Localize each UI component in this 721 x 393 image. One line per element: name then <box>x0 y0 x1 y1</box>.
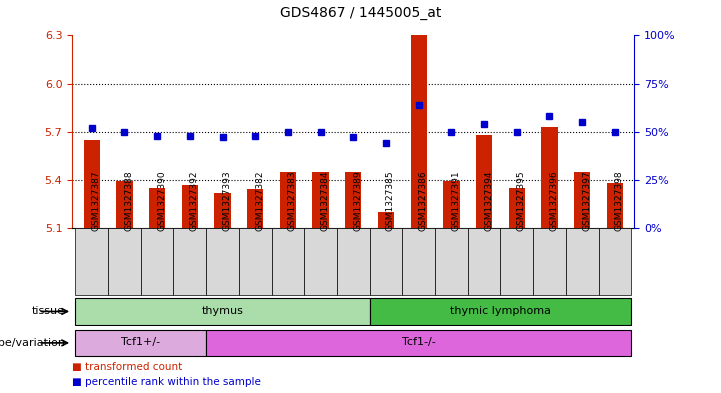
Bar <box>370 228 402 295</box>
Bar <box>84 140 100 228</box>
Bar <box>500 228 533 295</box>
Bar <box>435 228 468 295</box>
Text: GSM1327383: GSM1327383 <box>288 171 297 231</box>
Text: thymus: thymus <box>202 306 244 316</box>
Bar <box>206 330 631 356</box>
Bar <box>116 182 133 228</box>
Bar <box>574 172 590 228</box>
Text: ■ percentile rank within the sample: ■ percentile rank within the sample <box>72 377 261 387</box>
Bar <box>541 127 557 228</box>
Text: GSM1327385: GSM1327385 <box>386 171 395 231</box>
Text: GSM1327388: GSM1327388 <box>125 171 133 231</box>
Bar <box>402 228 435 295</box>
Bar <box>508 188 525 228</box>
Text: GSM1327393: GSM1327393 <box>223 171 231 231</box>
Bar <box>76 330 206 356</box>
Text: GSM1327394: GSM1327394 <box>484 171 493 231</box>
Bar <box>182 185 198 228</box>
Text: GSM1327386: GSM1327386 <box>419 171 428 231</box>
Bar <box>443 182 459 228</box>
Bar <box>214 193 231 228</box>
Bar <box>272 228 304 295</box>
Bar <box>304 228 337 295</box>
Bar <box>468 228 500 295</box>
Text: GSM1327384: GSM1327384 <box>321 171 329 231</box>
Bar <box>247 189 263 228</box>
Bar <box>566 228 598 295</box>
Bar <box>410 35 427 228</box>
Text: ■ transformed count: ■ transformed count <box>72 362 182 371</box>
Bar <box>345 172 361 228</box>
Text: Tcf1+/-: Tcf1+/- <box>121 337 160 347</box>
Text: thymic lymphoma: thymic lymphoma <box>450 306 551 316</box>
Bar <box>533 228 566 295</box>
Bar <box>174 228 206 295</box>
Text: GSM1327389: GSM1327389 <box>353 171 362 231</box>
Text: GSM1327397: GSM1327397 <box>582 171 591 231</box>
Bar <box>312 172 329 228</box>
Text: genotype/variation: genotype/variation <box>0 338 65 348</box>
Text: GSM1327387: GSM1327387 <box>92 171 101 231</box>
Bar <box>206 228 239 295</box>
Bar <box>280 172 296 228</box>
Bar <box>149 188 165 228</box>
Text: Tcf1-/-: Tcf1-/- <box>402 337 435 347</box>
Text: GSM1327390: GSM1327390 <box>157 171 166 231</box>
Text: GSM1327391: GSM1327391 <box>451 171 461 231</box>
Bar <box>476 135 492 228</box>
Text: tissue: tissue <box>32 307 65 316</box>
Bar <box>598 228 631 295</box>
Text: GSM1327398: GSM1327398 <box>615 171 624 231</box>
Text: GSM1327382: GSM1327382 <box>255 171 264 231</box>
Text: GSM1327396: GSM1327396 <box>549 171 559 231</box>
Bar <box>76 228 108 295</box>
Bar <box>606 183 623 228</box>
Bar <box>337 228 370 295</box>
Text: GDS4867 / 1445005_at: GDS4867 / 1445005_at <box>280 6 441 20</box>
Bar <box>76 298 370 325</box>
Bar <box>141 228 174 295</box>
Bar <box>239 228 272 295</box>
Bar <box>108 228 141 295</box>
Text: GSM1327392: GSM1327392 <box>190 171 199 231</box>
Bar <box>370 298 631 325</box>
Bar <box>378 212 394 228</box>
Text: GSM1327395: GSM1327395 <box>517 171 526 231</box>
